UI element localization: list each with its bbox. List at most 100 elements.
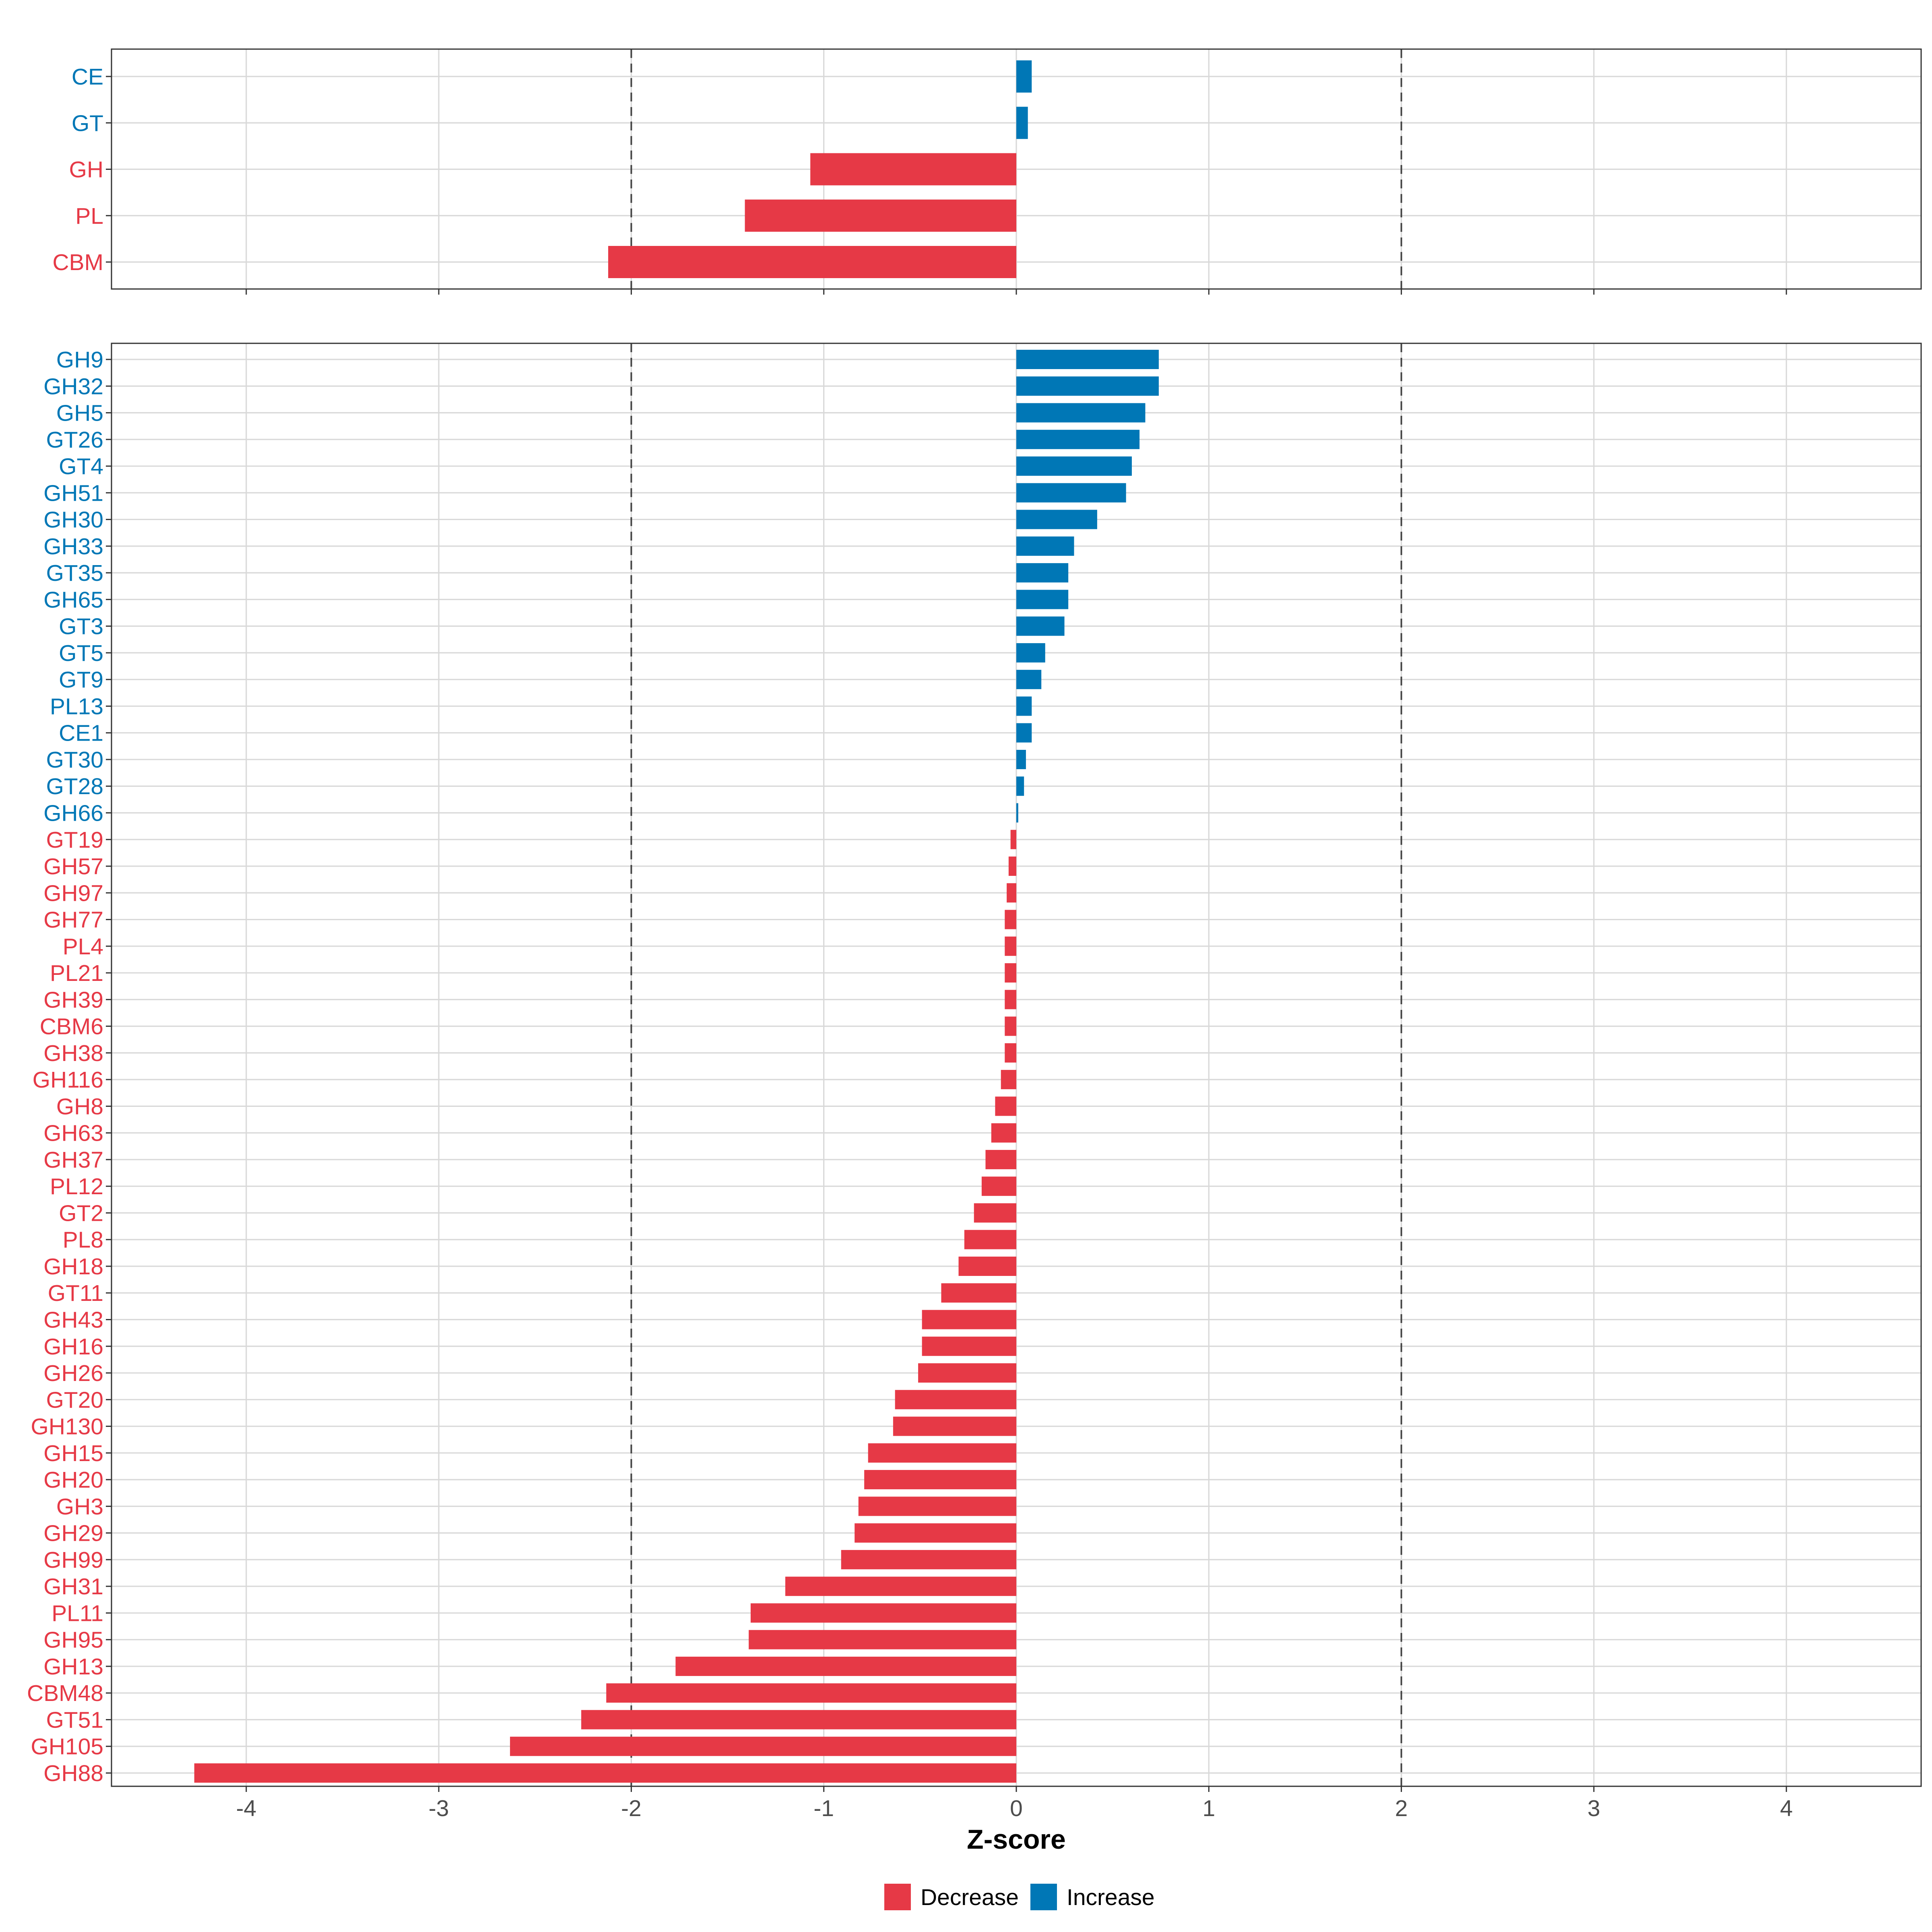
bar-gh5 — [1016, 403, 1146, 423]
y-label-gh20: GH20 — [43, 1467, 103, 1493]
y-label-pl11: PL11 — [52, 1600, 103, 1626]
bar-gh116 — [1001, 1070, 1016, 1090]
x-tick-label-3: 3 — [1587, 1796, 1600, 1821]
bar-gh37 — [985, 1150, 1016, 1169]
y-label-gh30: GH30 — [43, 507, 103, 533]
bar-pl8 — [964, 1230, 1016, 1249]
bar-gt26 — [1016, 429, 1140, 449]
bar-pl4 — [1005, 936, 1016, 956]
y-label-gh77: GH77 — [43, 907, 103, 933]
y-label-gh65: GH65 — [43, 587, 103, 613]
bar-gt51 — [581, 1710, 1016, 1730]
bar-gh99 — [841, 1550, 1016, 1569]
bar-cbm48 — [606, 1683, 1016, 1703]
bar-gh39 — [1005, 990, 1016, 1009]
bar-gt3 — [1016, 616, 1065, 636]
top-panel-classes: CE GT GH PL CBM — [52, 48, 1922, 295]
y-label-ce: CE — [72, 64, 103, 90]
y-label-pl4: PL4 — [63, 934, 103, 960]
y-label-gh38: GH38 — [43, 1040, 103, 1066]
bar-gh31 — [785, 1577, 1016, 1596]
y-label-pl21: PL21 — [50, 960, 103, 986]
x-axis-title: Z-score — [967, 1824, 1066, 1855]
panel-border — [111, 343, 1922, 1787]
y-label-gh88: GH88 — [43, 1761, 103, 1786]
bar-gh51 — [1016, 483, 1126, 503]
bar-gh29 — [855, 1523, 1016, 1543]
bar-gh38 — [1005, 1043, 1016, 1063]
y-label-gh3: GH3 — [56, 1494, 103, 1519]
bar-gh — [810, 153, 1016, 186]
y-label-gt20: GT20 — [46, 1387, 103, 1413]
bar-gh65 — [1016, 590, 1069, 609]
legend: Decrease Increase — [884, 1884, 1155, 1910]
bar-gh57 — [1008, 857, 1016, 876]
y-label-cbm: CBM — [52, 250, 103, 275]
x-tick-label-4: 4 — [1780, 1796, 1793, 1821]
bar-gt30 — [1016, 749, 1026, 769]
bar-gh3 — [858, 1496, 1016, 1516]
legend-label-decrease: Decrease — [921, 1885, 1019, 1910]
bar-gh18 — [958, 1256, 1016, 1276]
bar-gt19 — [1010, 830, 1016, 849]
y-label-gh43: GH43 — [43, 1307, 103, 1333]
y-label-gh37: GH37 — [43, 1147, 103, 1173]
bottom-panel-families: GH9GH32GH5GT26GT4GH51GH30GH33GT35GH65GT3… — [27, 343, 1922, 1792]
bar-pl11 — [750, 1603, 1016, 1623]
bar-gh88 — [194, 1763, 1016, 1783]
x-tick-label--4: -4 — [236, 1796, 256, 1821]
y-label-gh16: GH16 — [43, 1334, 103, 1360]
y-label-gh13: GH13 — [43, 1654, 103, 1680]
y-label-gt35: GT35 — [46, 560, 103, 586]
y-label-gh33: GH33 — [43, 534, 103, 559]
bar-cbm6 — [1005, 1016, 1016, 1036]
y-label-pl: PL — [75, 203, 103, 229]
bar-gt5 — [1016, 643, 1045, 663]
x-tick-label--1: -1 — [813, 1796, 834, 1821]
bar-gt11 — [941, 1283, 1016, 1303]
y-label-gh18: GH18 — [43, 1254, 103, 1280]
y-label-gh39: GH39 — [43, 987, 103, 1013]
legend-swatch-increase — [1030, 1884, 1057, 1910]
bar-pl21 — [1005, 963, 1016, 983]
y-label-gh: GH — [69, 157, 104, 183]
y-label-gh8: GH8 — [56, 1094, 103, 1119]
bar-pl13 — [1016, 696, 1032, 716]
y-label-gt11: GT11 — [48, 1280, 103, 1306]
y-label-gh32: GH32 — [43, 374, 103, 399]
legend-swatch-decrease — [884, 1884, 911, 1910]
y-label-pl8: PL8 — [63, 1227, 103, 1253]
bar-gh66 — [1016, 803, 1018, 823]
y-label-gh63: GH63 — [43, 1121, 103, 1146]
bar-gh43 — [922, 1310, 1016, 1329]
y-label-gh31: GH31 — [43, 1574, 103, 1600]
y-label-gh95: GH95 — [43, 1627, 103, 1653]
y-label-gh26: GH26 — [43, 1360, 103, 1386]
y-label-gh105: GH105 — [31, 1734, 103, 1760]
bar-gh97 — [1007, 883, 1016, 903]
bar-gh20 — [864, 1470, 1016, 1490]
y-label-gh5: GH5 — [56, 400, 103, 426]
bar-gh95 — [749, 1630, 1016, 1649]
y-label-gt19: GT19 — [46, 827, 103, 853]
bar-gh15 — [868, 1443, 1016, 1463]
bar-gt20 — [895, 1390, 1016, 1410]
bar-gh130 — [893, 1416, 1016, 1436]
y-label-gt: GT — [72, 110, 103, 136]
bar-gt — [1016, 107, 1028, 139]
y-label-gh51: GH51 — [43, 480, 103, 506]
bar-gt35 — [1016, 563, 1069, 583]
bar-ce — [1016, 60, 1032, 93]
bar-pl12 — [981, 1177, 1016, 1196]
y-label-ce1: CE1 — [59, 720, 103, 746]
y-label-gt5: GT5 — [59, 640, 103, 666]
bar-gh30 — [1016, 510, 1097, 529]
y-label-gh130: GH130 — [31, 1414, 103, 1440]
bar-cbm — [608, 246, 1016, 278]
x-tick-label--2: -2 — [621, 1796, 642, 1821]
bar-gt4 — [1016, 456, 1132, 476]
bar-ce1 — [1016, 723, 1032, 743]
y-label-gt28: GT28 — [46, 774, 103, 799]
bar-gt2 — [974, 1203, 1016, 1223]
